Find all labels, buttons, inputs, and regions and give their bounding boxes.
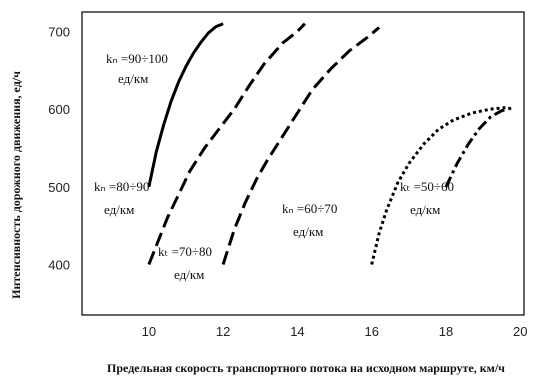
series-line-3 <box>221 26 381 265</box>
annotation-label: kₙ =90÷100 <box>106 51 168 66</box>
x-tick-label: 20 <box>513 324 527 339</box>
annotations: kₙ =90÷100 ед/км kₙ =80÷90 ед/км kₜ =70÷80 ед… <box>94 51 454 282</box>
series-line-5 <box>444 106 514 188</box>
x-tick-label: 10 <box>142 324 156 339</box>
annotation-label: kₜ =70÷80 <box>158 244 212 259</box>
y-tick-label: 500 <box>48 180 70 195</box>
annotation-label: kₙ =60÷70 <box>282 201 337 216</box>
x-tick-labels: 10 12 14 16 18 20 <box>142 324 528 339</box>
annotation-unit: ед/км <box>118 71 148 86</box>
annotation-unit: ед/км <box>293 224 323 239</box>
x-tick-label: 14 <box>290 324 304 339</box>
x-tick-label: 12 <box>216 324 230 339</box>
x-axis-title: Предельная скорость транспортного потока… <box>107 361 505 375</box>
annotation-label: kₙ =80÷90 <box>94 179 149 194</box>
y-tick-label: 400 <box>48 258 70 273</box>
annotation-unit: ед/км <box>104 202 134 217</box>
y-axis-title: Интенсивность дорожного движения, ед/ч <box>9 71 23 299</box>
y-tick-label: 700 <box>48 24 70 39</box>
y-tick-label: 600 <box>48 102 70 117</box>
x-tick-label: 18 <box>439 324 453 339</box>
annotation-unit: ед/км <box>410 202 440 217</box>
annotation-label: kₜ =50÷60 <box>400 179 454 194</box>
plot-area-frame <box>81 11 525 316</box>
series-line-1 <box>147 22 224 188</box>
series-lines <box>147 22 514 266</box>
series-line-4 <box>370 106 506 265</box>
x-tick-label: 16 <box>364 324 378 339</box>
series-line-2 <box>147 22 306 266</box>
annotation-unit: ед/км <box>174 267 204 282</box>
y-tick-labels: 400 500 600 700 <box>48 24 70 272</box>
